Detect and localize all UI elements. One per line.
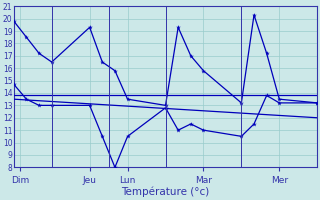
X-axis label: Température (°c): Température (°c) xyxy=(121,187,210,197)
